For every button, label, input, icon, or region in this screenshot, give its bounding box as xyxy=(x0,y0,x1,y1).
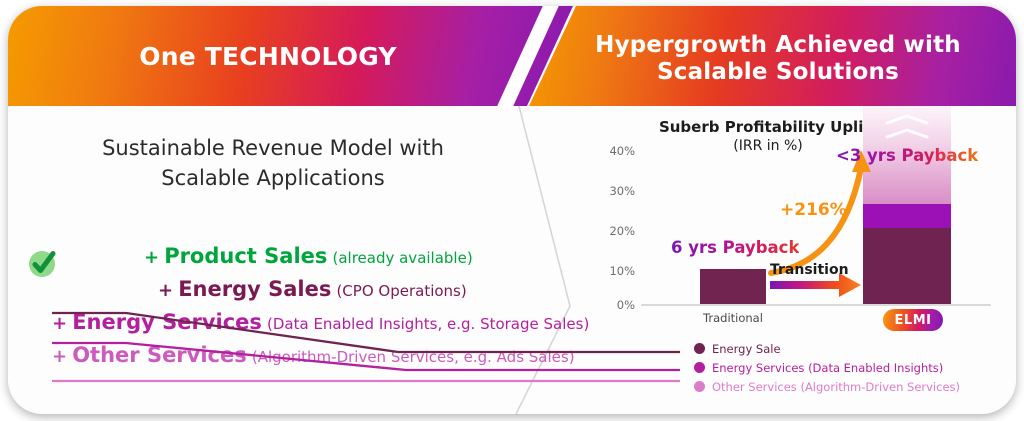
y-tick-20: 20% xyxy=(609,224,635,238)
list-item-note: (already available) xyxy=(332,249,473,267)
chart-legend: Energy Sale Energy Services (Data Enable… xyxy=(694,339,994,396)
legend-dot xyxy=(694,381,705,392)
legend-label: Energy Services (Data Enabled Insights) xyxy=(712,360,944,375)
chart-subtitle: (IRR in %) xyxy=(733,138,803,154)
legend-dot xyxy=(694,362,705,373)
legend-label: Energy Sale xyxy=(712,341,781,356)
label-transition: Transition xyxy=(770,262,849,278)
legend-item-other-services: Other Services (Algorithm-Driven Service… xyxy=(694,377,994,396)
page-title-left: One TECHNOLOGY xyxy=(139,42,397,71)
profitability-chart: Suberb Profitability Uplift (IRR in %) 4… xyxy=(593,106,993,346)
list-item-name: Other Services xyxy=(72,343,247,367)
label-payback-traditional: 6 yrs Payback xyxy=(671,238,800,257)
legend-item-energy-services: Energy Services (Data Enabled Insights) xyxy=(694,358,994,377)
slide-card: One TECHNOLOGY Hypergrowth Achieved with… xyxy=(8,6,1016,414)
elmi-logo: ELMI xyxy=(883,309,943,331)
label-payback-elmi: <3 yrs Payback xyxy=(836,146,979,165)
y-tick-40: 40% xyxy=(609,144,635,158)
list-item-note: (Data Enabled Insights, e.g. Storage Sal… xyxy=(267,315,590,333)
page-title-right: Hypergrowth Achieved with Scalable Solut… xyxy=(568,32,988,86)
list-item-energy-sales: + Energy Sales (CPO Operations) xyxy=(8,277,548,310)
double-chevron-up-icon-2 xyxy=(885,114,929,125)
lead-text: Sustainable Revenue Model with Scalable … xyxy=(63,134,483,194)
y-tick-10: 10% xyxy=(609,264,635,278)
y-tick-30: 30% xyxy=(609,184,635,198)
list-item-other-services: + Other Services (Algorithm-Driven Servi… xyxy=(8,343,575,376)
bullet-plus: + xyxy=(52,313,68,334)
green-check-icon xyxy=(29,251,56,277)
list-item-energy-services: + Energy Services (Data Enabled Insights… xyxy=(8,310,589,343)
lead-line-1: Sustainable Revenue Model with xyxy=(102,136,444,160)
bar-traditional xyxy=(700,269,766,304)
list-item-name: Energy Services xyxy=(72,310,262,334)
revenue-stream-list: + Product Sales (already available) + En… xyxy=(8,244,589,376)
lead-line-2: Scalable Applications xyxy=(161,165,385,190)
bar-elmi-energy-services xyxy=(863,204,951,228)
legend-dot xyxy=(694,343,705,354)
double-chevron-up-icon xyxy=(885,128,929,139)
list-item-product-sales: + Product Sales (already available) xyxy=(8,244,548,277)
chart-title: Suberb Profitability Uplift xyxy=(658,118,878,136)
x-label-traditional: Traditional xyxy=(703,311,763,325)
label-uplift-percent: +216% xyxy=(780,200,847,220)
y-tick-0: 0% xyxy=(616,298,635,312)
bullet-plus: + xyxy=(52,346,68,367)
list-item-name: Energy Sales xyxy=(178,277,332,301)
bar-elmi-energy-sale xyxy=(863,228,951,304)
list-item-note: (CPO Operations) xyxy=(336,282,467,300)
bar-elmi-other-services xyxy=(863,106,951,204)
page-title-right-line1: Hypergrowth Achieved with xyxy=(595,32,961,58)
list-item-note: (Algorithm-Driven Services, e.g. Ads Sal… xyxy=(251,348,575,366)
header-banner-right xyxy=(529,6,1016,106)
legend-item-energy-sale: Energy Sale xyxy=(694,339,994,358)
bullet-plus: + xyxy=(144,247,160,268)
elmi-logo-text: ELMI xyxy=(894,312,932,328)
legend-label: Other Services (Algorithm-Driven Service… xyxy=(712,379,960,394)
list-item-name: Product Sales xyxy=(164,244,328,268)
header-banner-left xyxy=(8,6,573,106)
page-title-right-line2: Scalable Solutions xyxy=(656,59,900,86)
x-axis-line xyxy=(641,304,991,306)
header-banner: One TECHNOLOGY Hypergrowth Achieved with… xyxy=(8,6,1016,108)
bullet-plus: + xyxy=(158,280,174,301)
